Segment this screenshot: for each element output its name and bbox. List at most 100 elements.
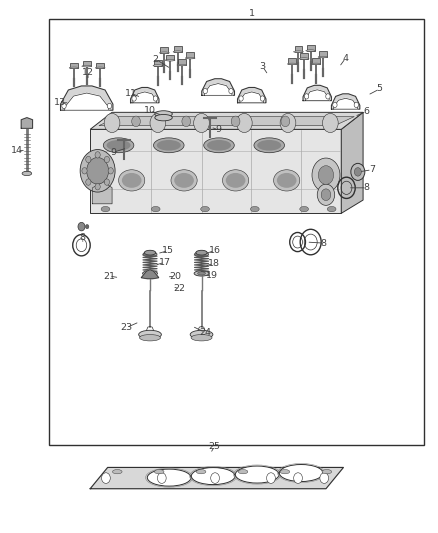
Ellipse shape — [101, 206, 110, 212]
Ellipse shape — [287, 63, 297, 65]
Ellipse shape — [185, 57, 195, 59]
Ellipse shape — [322, 470, 332, 474]
Ellipse shape — [139, 330, 161, 339]
Bar — [288, 58, 296, 64]
Polygon shape — [305, 90, 329, 101]
Circle shape — [95, 152, 100, 158]
Circle shape — [104, 114, 120, 133]
Circle shape — [62, 103, 66, 109]
Ellipse shape — [147, 469, 191, 486]
Text: 18: 18 — [208, 259, 220, 268]
Text: 24: 24 — [199, 328, 211, 337]
Ellipse shape — [204, 138, 234, 153]
Ellipse shape — [143, 252, 157, 257]
Circle shape — [104, 156, 110, 163]
Polygon shape — [65, 93, 109, 110]
Ellipse shape — [155, 111, 172, 117]
Text: 14: 14 — [11, 146, 23, 155]
Ellipse shape — [277, 173, 297, 188]
Ellipse shape — [194, 271, 209, 276]
Ellipse shape — [251, 206, 259, 212]
Text: 15: 15 — [162, 246, 174, 255]
Polygon shape — [240, 92, 264, 103]
Circle shape — [194, 114, 209, 133]
Circle shape — [153, 96, 158, 101]
Ellipse shape — [122, 173, 141, 188]
Circle shape — [86, 179, 91, 185]
Polygon shape — [92, 181, 112, 204]
Ellipse shape — [198, 272, 205, 275]
Circle shape — [312, 158, 340, 192]
Circle shape — [182, 116, 191, 127]
Text: 1: 1 — [249, 10, 255, 19]
Ellipse shape — [207, 140, 231, 151]
Ellipse shape — [191, 467, 235, 484]
Polygon shape — [332, 94, 360, 109]
Text: 8: 8 — [80, 233, 86, 243]
Ellipse shape — [318, 56, 328, 58]
Polygon shape — [131, 87, 159, 103]
Ellipse shape — [146, 272, 154, 275]
Circle shape — [354, 102, 358, 108]
Ellipse shape — [113, 470, 122, 474]
Ellipse shape — [22, 171, 32, 175]
Ellipse shape — [299, 58, 309, 60]
Polygon shape — [99, 117, 354, 126]
Circle shape — [82, 167, 87, 174]
Ellipse shape — [119, 169, 145, 191]
Ellipse shape — [145, 251, 155, 255]
Circle shape — [80, 150, 115, 192]
Bar — [160, 47, 168, 53]
Polygon shape — [90, 112, 363, 130]
Text: 3: 3 — [260, 62, 266, 71]
Ellipse shape — [165, 59, 175, 61]
Ellipse shape — [196, 470, 206, 474]
Ellipse shape — [257, 140, 281, 151]
Circle shape — [267, 473, 276, 483]
Circle shape — [321, 189, 331, 200]
Polygon shape — [341, 112, 363, 213]
Circle shape — [108, 167, 113, 174]
Polygon shape — [334, 98, 357, 109]
Circle shape — [107, 103, 112, 109]
Circle shape — [317, 184, 335, 205]
Text: 13: 13 — [53, 98, 66, 107]
Text: 23: 23 — [120, 323, 133, 332]
Circle shape — [333, 102, 337, 108]
Text: 9: 9 — [110, 148, 117, 157]
Bar — [70, 62, 78, 68]
Ellipse shape — [143, 271, 157, 276]
Circle shape — [87, 158, 109, 184]
Polygon shape — [90, 467, 343, 489]
Polygon shape — [60, 86, 113, 110]
Text: 8: 8 — [321, 239, 327, 248]
Text: 22: 22 — [174, 284, 186, 293]
Ellipse shape — [311, 63, 321, 65]
Ellipse shape — [280, 470, 290, 474]
Text: 17: 17 — [159, 258, 171, 266]
Circle shape — [157, 473, 166, 483]
Circle shape — [237, 114, 252, 133]
Ellipse shape — [106, 140, 131, 151]
Bar — [96, 62, 104, 68]
Text: 5: 5 — [377, 84, 383, 93]
Circle shape — [86, 156, 91, 163]
Circle shape — [85, 224, 89, 229]
Circle shape — [280, 114, 296, 133]
Ellipse shape — [226, 173, 245, 188]
Polygon shape — [90, 130, 341, 213]
Text: 4: 4 — [343, 54, 349, 62]
Ellipse shape — [174, 173, 194, 188]
Bar — [174, 46, 182, 52]
Bar — [307, 45, 314, 51]
Text: 16: 16 — [208, 246, 221, 255]
Ellipse shape — [159, 52, 170, 54]
Ellipse shape — [95, 67, 105, 69]
Ellipse shape — [151, 206, 160, 212]
Text: 10: 10 — [144, 106, 156, 115]
Ellipse shape — [153, 138, 184, 153]
Polygon shape — [205, 84, 232, 95]
Bar — [49, 19, 424, 445]
Polygon shape — [202, 79, 234, 95]
Ellipse shape — [238, 470, 248, 474]
